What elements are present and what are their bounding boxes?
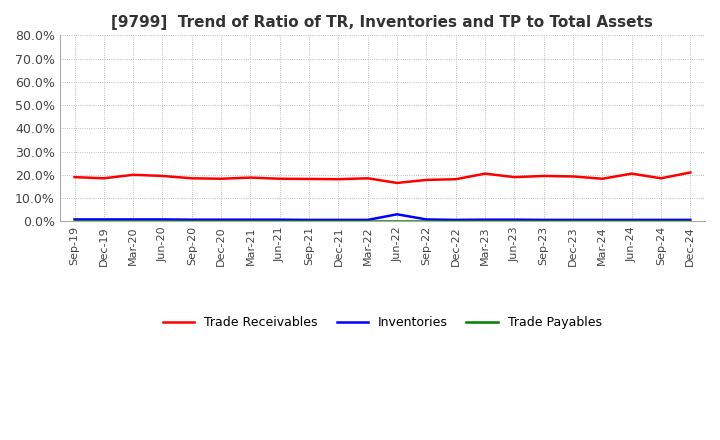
Trade Receivables (510, 175, 518, 180)
Trade Receivables (246, 175, 255, 180)
Trade Payables (334, 218, 343, 224)
Inventories (393, 212, 402, 217)
Trade Payables (364, 218, 372, 224)
Legend: Trade Receivables, Inventories, Trade Payables: Trade Receivables, Inventories, Trade Pa… (158, 311, 607, 334)
Inventories (422, 217, 431, 222)
Trade Payables (187, 218, 196, 224)
Trade Receivables (305, 176, 313, 182)
Trade Payables (627, 218, 636, 224)
Inventories (158, 217, 167, 222)
Inventories (627, 217, 636, 223)
Trade Payables (686, 218, 695, 224)
Inventories (276, 217, 284, 222)
Inventories (364, 217, 372, 223)
Trade Payables (569, 218, 577, 224)
Trade Payables (393, 218, 402, 224)
Trade Receivables (276, 176, 284, 181)
Trade Payables (422, 218, 431, 224)
Trade Receivables (71, 175, 79, 180)
Inventories (481, 217, 490, 222)
Trade Receivables (539, 173, 548, 179)
Trade Payables (129, 218, 138, 224)
Trade Payables (598, 218, 607, 224)
Trade Payables (99, 218, 108, 224)
Inventories (539, 217, 548, 223)
Inventories (129, 217, 138, 222)
Title: [9799]  Trend of Ratio of TR, Inventories and TP to Total Assets: [9799] Trend of Ratio of TR, Inventories… (112, 15, 653, 30)
Inventories (71, 217, 79, 222)
Inventories (657, 217, 665, 223)
Trade Receivables (129, 172, 138, 177)
Trade Receivables (99, 176, 108, 181)
Inventories (99, 217, 108, 222)
Trade Payables (217, 218, 225, 224)
Trade Payables (657, 218, 665, 224)
Inventories (305, 217, 313, 223)
Trade Receivables (334, 176, 343, 182)
Trade Receivables (364, 176, 372, 181)
Trade Receivables (686, 170, 695, 175)
Trade Receivables (627, 171, 636, 176)
Trade Payables (71, 218, 79, 224)
Trade Receivables (217, 176, 225, 181)
Inventories (187, 217, 196, 222)
Trade Receivables (569, 174, 577, 179)
Trade Receivables (393, 180, 402, 186)
Inventories (334, 217, 343, 223)
Trade Receivables (598, 176, 607, 181)
Trade Receivables (158, 173, 167, 179)
Line: Inventories: Inventories (75, 214, 690, 220)
Trade Payables (451, 218, 460, 224)
Trade Payables (481, 218, 490, 224)
Trade Payables (305, 218, 313, 224)
Trade Payables (158, 218, 167, 224)
Inventories (217, 217, 225, 222)
Trade Payables (539, 218, 548, 224)
Trade Receivables (481, 171, 490, 176)
Trade Receivables (187, 176, 196, 181)
Inventories (569, 217, 577, 223)
Trade Receivables (422, 177, 431, 183)
Line: Trade Receivables: Trade Receivables (75, 172, 690, 183)
Trade Payables (246, 218, 255, 224)
Inventories (246, 217, 255, 222)
Inventories (598, 217, 607, 223)
Trade Payables (276, 218, 284, 224)
Trade Payables (510, 218, 518, 224)
Inventories (510, 217, 518, 222)
Trade Receivables (657, 176, 665, 181)
Trade Receivables (451, 176, 460, 182)
Inventories (686, 217, 695, 223)
Inventories (451, 217, 460, 223)
